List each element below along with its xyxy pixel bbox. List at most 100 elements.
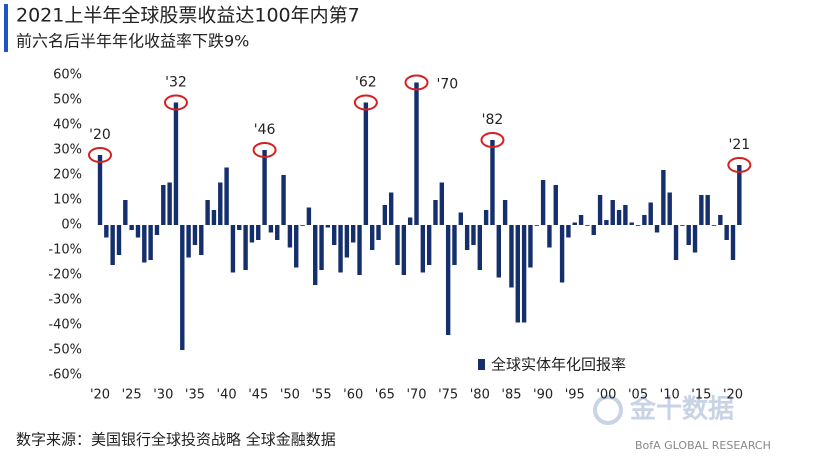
bar	[616, 210, 622, 225]
y-tick-label: 60%	[53, 68, 82, 83]
x-tick-label: '50	[280, 388, 300, 403]
bar	[376, 225, 381, 240]
bar	[395, 225, 400, 265]
annotation: '62	[355, 75, 377, 91]
bar	[249, 225, 255, 243]
y-tick-label: 20%	[53, 168, 82, 183]
bar	[230, 225, 236, 273]
x-tick-label: '10	[660, 388, 680, 403]
bar	[635, 225, 641, 226]
bar	[262, 150, 267, 225]
bar	[294, 225, 299, 268]
legend-label: 全球实体年化回报率	[491, 356, 626, 374]
bar	[477, 225, 482, 270]
bar	[572, 222, 577, 225]
x-tick-label: '80	[470, 388, 490, 403]
y-tick-label: -50%	[48, 343, 82, 358]
highlight-circle	[727, 157, 752, 173]
bar	[629, 222, 634, 225]
bar	[502, 200, 508, 225]
bar	[673, 225, 679, 260]
bar	[578, 215, 584, 225]
bar	[490, 140, 495, 225]
bar	[623, 205, 628, 225]
bar	[452, 225, 457, 265]
bar	[300, 225, 305, 226]
bar	[642, 215, 647, 225]
bar	[351, 225, 356, 243]
bar	[692, 225, 698, 253]
bar	[483, 210, 489, 225]
bar	[129, 225, 134, 230]
x-tick-label: '90	[533, 388, 553, 403]
highlight-circle	[480, 132, 505, 148]
bar	[338, 225, 343, 273]
annotation: '46	[254, 122, 276, 138]
y-tick-label: -30%	[48, 293, 82, 308]
bar	[699, 195, 704, 225]
bar	[654, 225, 660, 233]
x-tick-label: '70	[406, 388, 426, 403]
bar	[268, 225, 274, 233]
bar	[426, 225, 432, 265]
bar	[610, 200, 615, 225]
bar	[458, 212, 464, 225]
annotation: '32	[165, 75, 187, 91]
x-tick-label: '20	[723, 388, 743, 403]
highlight-circle	[404, 74, 429, 91]
bar	[148, 225, 153, 260]
bar	[515, 225, 520, 323]
bar	[275, 225, 280, 240]
bar	[186, 225, 191, 258]
x-tick-label: '75	[438, 388, 458, 403]
bar	[540, 180, 546, 225]
y-tick-label: -20%	[48, 268, 82, 283]
bar	[547, 225, 552, 248]
x-tick-label: '00	[596, 388, 616, 403]
bar	[281, 175, 286, 225]
chart-subtitle: 前六名后半年年化收益率下跌9%	[16, 32, 249, 51]
bar	[135, 225, 141, 238]
bar	[414, 82, 419, 225]
y-tick-label: 10%	[53, 193, 82, 208]
bar	[237, 225, 242, 230]
bar	[464, 225, 470, 250]
bar	[648, 202, 653, 225]
watermark: 金十数据	[629, 394, 734, 425]
annotation: '21	[728, 137, 750, 153]
bar	[173, 102, 179, 225]
y-tick-label: 30%	[53, 143, 82, 158]
chart-title: 2021上半年全球股票收益达100年内第7	[16, 5, 360, 27]
bar	[357, 225, 362, 275]
bar	[711, 225, 717, 226]
bar	[528, 225, 533, 268]
y-tick-label: 40%	[53, 118, 82, 133]
title-accent	[4, 4, 8, 52]
bar	[382, 205, 388, 225]
highlight-circle	[88, 147, 112, 163]
bar	[471, 225, 476, 245]
bar	[319, 225, 324, 270]
bar	[401, 225, 407, 275]
x-tick-label: '20	[90, 388, 110, 403]
bar	[192, 225, 198, 245]
x-tick-label: '40	[217, 388, 237, 403]
watermark-logo	[593, 395, 623, 425]
bar	[559, 225, 565, 283]
x-tick-label: '30	[153, 388, 173, 403]
bar	[566, 225, 571, 238]
x-tick-label: '05	[628, 388, 648, 403]
bar	[211, 210, 217, 225]
y-tick-label: 0%	[61, 218, 82, 233]
bar	[496, 225, 501, 278]
bar	[224, 167, 229, 225]
credit: BofA GLOBAL RESEARCH	[635, 439, 771, 452]
bar	[553, 185, 558, 225]
bar	[604, 220, 609, 225]
bar	[243, 225, 248, 270]
y-tick-label: 50%	[53, 93, 82, 108]
bar	[325, 225, 331, 228]
x-tick-label: '55	[311, 388, 331, 403]
bar	[142, 225, 147, 263]
